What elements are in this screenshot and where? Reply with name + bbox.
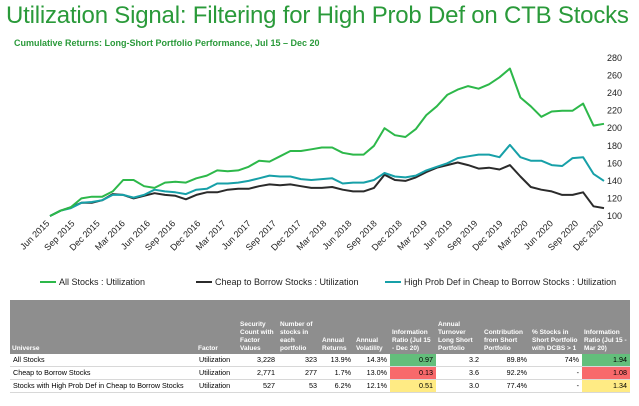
cell-returns: 13.9% bbox=[320, 354, 354, 367]
legend-label: Cheap to Borrow Stocks : Utilization bbox=[215, 277, 359, 287]
y-tick-label: 120 bbox=[607, 193, 622, 203]
cell-returns: 1.7% bbox=[320, 366, 354, 380]
table-row: All Stocks Utilization 3,228 323 13.9% 1… bbox=[10, 354, 630, 367]
col-header-volatility: Annual Volatility bbox=[354, 300, 390, 354]
cell-factor: Utilization bbox=[196, 354, 238, 367]
cell-ir-full: 0.51 bbox=[390, 379, 436, 393]
page-title: Utilization Signal: Filtering for High P… bbox=[6, 2, 629, 29]
col-header-ir-mar20: Information Ratio (Jul 15 - Mar 20) bbox=[582, 300, 630, 354]
cumulative-returns-chart: 100 120 140 160 180 200 220 240 260 280 Jun 2015S… bbox=[18, 53, 622, 287]
cell-pct-dcbs: 74% bbox=[530, 354, 582, 367]
series-lines bbox=[49, 67, 605, 217]
cell-universe: Stocks with High Prob Def in Cheap to Bo… bbox=[10, 379, 196, 393]
cell-pct-dcbs: - bbox=[530, 366, 582, 380]
table-row: Cheap to Borrow Stocks Utilization 2,771… bbox=[10, 366, 630, 380]
y-tick-label: 200 bbox=[607, 123, 622, 133]
table-header-row: Universe Factor Security Count with Fact… bbox=[10, 300, 630, 354]
cell-volatility: 12.1% bbox=[354, 379, 390, 393]
cell-pct-dcbs: - bbox=[530, 379, 582, 393]
series-line-0 bbox=[49, 67, 605, 217]
cell-ir-full: 0.13 bbox=[390, 366, 436, 380]
col-header-contribution: Contribution from Short Portfolio bbox=[482, 300, 530, 354]
cell-contribution: 92.2% bbox=[482, 366, 530, 380]
col-header-returns: Annual Returns bbox=[320, 300, 354, 354]
cell-stocks: 53 bbox=[278, 379, 320, 393]
series-line-2 bbox=[49, 143, 605, 217]
col-header-turnover: Annual Turnover Long Short Portfolio bbox=[436, 300, 482, 354]
cell-ir-full: 0.97 bbox=[390, 354, 436, 367]
cell-volatility: 14.3% bbox=[354, 354, 390, 367]
series-line-1 bbox=[49, 161, 605, 217]
y-tick-label: 260 bbox=[607, 71, 622, 81]
y-tick-label: 280 bbox=[607, 53, 622, 63]
cell-volatility: 13.0% bbox=[354, 366, 390, 380]
cell-universe: All Stocks bbox=[10, 354, 196, 367]
legend-label: High Prob Def in Cheap to Borrow Stocks … bbox=[404, 277, 616, 287]
cell-count: 2,771 bbox=[238, 366, 278, 380]
legend: All Stocks : Utilization Cheap to Borrow … bbox=[40, 277, 616, 287]
cell-contribution: 77.4% bbox=[482, 379, 530, 393]
y-tick-label: 240 bbox=[607, 88, 622, 98]
y-tick-label: 220 bbox=[607, 106, 622, 116]
y-tick-label: 160 bbox=[607, 158, 622, 168]
cell-universe: Cheap to Borrow Stocks bbox=[10, 366, 196, 380]
y-tick-label: 100 bbox=[607, 211, 622, 221]
y-axis: 100 120 140 160 180 200 220 240 260 280 bbox=[607, 53, 622, 221]
y-tick-label: 180 bbox=[607, 141, 622, 151]
cell-turnover: 3.6 bbox=[436, 366, 482, 380]
table-row: Stocks with High Prob Def in Cheap to Bo… bbox=[10, 379, 630, 393]
col-header-pct-dcbs: % Stocks in Short Portfolio with DCBS > … bbox=[530, 300, 582, 354]
legend-label: All Stocks : Utilization bbox=[59, 277, 145, 287]
col-header-stocks: Number of stocks in each portfolio bbox=[278, 300, 320, 354]
col-header-count: Security Count with Factor Values bbox=[238, 300, 278, 354]
cell-turnover: 3.2 bbox=[436, 354, 482, 367]
performance-table: Universe Factor Security Count with Fact… bbox=[10, 300, 630, 393]
cell-factor: Utilization bbox=[196, 379, 238, 393]
cell-turnover: 3.0 bbox=[436, 379, 482, 393]
col-header-universe: Universe bbox=[10, 300, 196, 354]
cell-factor: Utilization bbox=[196, 366, 238, 380]
cell-contribution: 89.8% bbox=[482, 354, 530, 367]
col-header-factor: Factor bbox=[196, 300, 238, 354]
cell-ir-mar20: 1.08 bbox=[582, 366, 630, 380]
y-tick-label: 140 bbox=[607, 176, 622, 186]
cell-stocks: 323 bbox=[278, 354, 320, 367]
cell-count: 527 bbox=[238, 379, 278, 393]
cell-count: 3,228 bbox=[238, 354, 278, 367]
cell-ir-mar20: 1.94 bbox=[582, 354, 630, 367]
cell-stocks: 277 bbox=[278, 366, 320, 380]
chart-subtitle: Cumulative Returns: Long-Short Portfolio… bbox=[14, 38, 320, 48]
cell-ir-mar20: 1.34 bbox=[582, 379, 630, 393]
performance-table-wrap: Universe Factor Security Count with Fact… bbox=[10, 300, 630, 393]
col-header-ir-full: Information Ratio (Jul 15 - Dec 20) bbox=[390, 300, 436, 354]
cell-returns: 6.2% bbox=[320, 379, 354, 393]
